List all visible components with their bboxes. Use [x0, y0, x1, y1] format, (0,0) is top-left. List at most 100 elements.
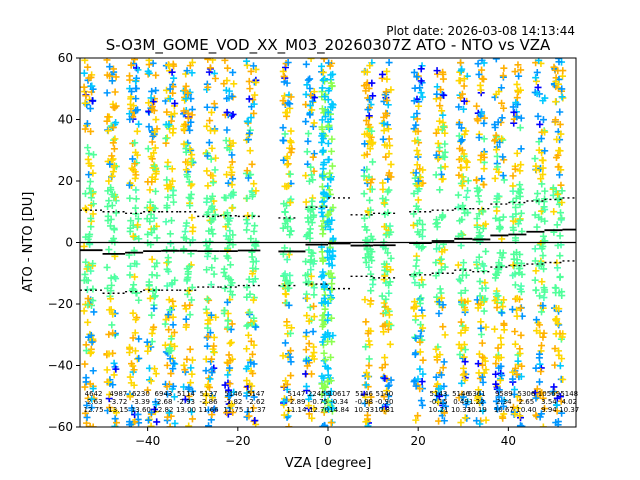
- scatter-point: [458, 182, 466, 190]
- scatter-point: [454, 191, 462, 199]
- scatter-point: [83, 413, 91, 421]
- scatter-point: [492, 370, 500, 378]
- scatter-point: [302, 118, 310, 126]
- scatter-point: [329, 234, 337, 242]
- scatter-point: [110, 162, 118, 170]
- scatter-point: [474, 386, 482, 394]
- scatter-point: [515, 72, 523, 80]
- scatter-point: [204, 333, 212, 341]
- scatter-point: [207, 311, 215, 319]
- scatter-point: [249, 404, 257, 412]
- scatter-point: [150, 149, 158, 157]
- scatter-point: [245, 95, 253, 103]
- scatter-point: [531, 276, 539, 284]
- scatter-point: [287, 93, 295, 101]
- scatter-point: [187, 190, 195, 198]
- scatter-point: [210, 69, 218, 77]
- scatter-point: [327, 314, 335, 322]
- scatter-point: [228, 158, 236, 166]
- scatter-point: [81, 270, 89, 278]
- scatter-point: [169, 125, 177, 133]
- scatter-point: [208, 366, 216, 374]
- scatter-point: [284, 406, 292, 414]
- scatter-point: [477, 330, 485, 338]
- scatter-point: [302, 370, 310, 378]
- bin-mean: -2.93: [177, 398, 195, 406]
- scatter-point: [188, 370, 196, 378]
- scatter-point: [305, 402, 313, 410]
- scatter-point: [327, 295, 335, 303]
- scatter-point: [437, 371, 445, 379]
- scatter-point: [324, 123, 332, 131]
- scatter-point: [458, 90, 466, 98]
- scatter-point: [440, 358, 448, 366]
- scatter-point: [369, 158, 377, 166]
- scatter-point: [416, 84, 424, 92]
- scatter-point: [364, 373, 372, 381]
- scatter-point: [182, 315, 190, 323]
- scatter-point: [131, 260, 139, 268]
- scatter-point: [416, 174, 424, 182]
- scatter-point: [281, 130, 289, 138]
- scatter-point: [306, 234, 314, 242]
- scatter-point: [146, 294, 154, 302]
- scatter-point: [306, 303, 314, 311]
- scatter-point: [180, 107, 188, 115]
- scatter-point: [555, 347, 563, 355]
- scatter-point: [128, 88, 136, 96]
- scatter-point: [537, 261, 545, 269]
- scatter-point: [533, 196, 541, 204]
- scatter-point: [386, 222, 394, 230]
- scatter-point: [556, 273, 564, 281]
- scatter-point: [516, 412, 524, 420]
- scatter-point: [367, 287, 375, 295]
- scatter-point: [498, 254, 506, 262]
- scatter-point: [493, 304, 501, 312]
- scatter-point: [226, 391, 234, 399]
- scatter-point: [126, 115, 134, 123]
- scatter-point: [279, 97, 287, 105]
- scatter-point: [308, 352, 316, 360]
- scatter-point: [328, 398, 336, 406]
- scatter-point: [106, 63, 114, 71]
- scatter-point: [104, 127, 112, 135]
- scatter-point: [513, 371, 521, 379]
- scatter-point: [163, 246, 171, 254]
- scatter-point: [128, 360, 136, 368]
- scatter-point: [131, 329, 139, 337]
- scatter-point: [433, 353, 441, 361]
- scatter-point: [365, 399, 373, 407]
- scatter-point: [509, 261, 517, 269]
- scatter-point: [511, 327, 519, 335]
- scatter-point: [460, 150, 468, 158]
- scatter-point: [383, 263, 391, 271]
- scatter-point: [111, 135, 119, 143]
- scatter-point: [363, 68, 371, 76]
- scatter-point: [132, 195, 140, 203]
- scatter-point: [186, 311, 194, 319]
- bin-std: 11.75: [223, 406, 243, 414]
- scatter-point: [209, 230, 217, 238]
- scatter-point: [206, 375, 214, 383]
- scatter-point: [536, 390, 544, 398]
- scatter-point: [362, 87, 370, 95]
- scatter-point: [556, 232, 564, 240]
- scatter-point: [166, 355, 174, 363]
- scatter-point: [310, 167, 318, 175]
- scatter-point: [228, 112, 236, 120]
- scatter-point: [325, 87, 333, 95]
- scatter-point: [112, 419, 120, 427]
- scatter-point: [379, 195, 387, 203]
- scatter-point: [225, 386, 233, 394]
- scatter-point: [223, 409, 231, 417]
- scatter-point: [106, 222, 114, 230]
- scatter-point: [364, 329, 372, 337]
- scatter-point: [538, 308, 546, 316]
- x-tick-label: 40: [501, 434, 516, 448]
- scatter-point: [89, 260, 97, 268]
- scatter-point: [108, 321, 116, 329]
- scatter-point: [169, 365, 177, 373]
- scatter-point: [385, 311, 393, 319]
- scatter-point: [204, 83, 212, 91]
- scatter-point: [510, 250, 518, 258]
